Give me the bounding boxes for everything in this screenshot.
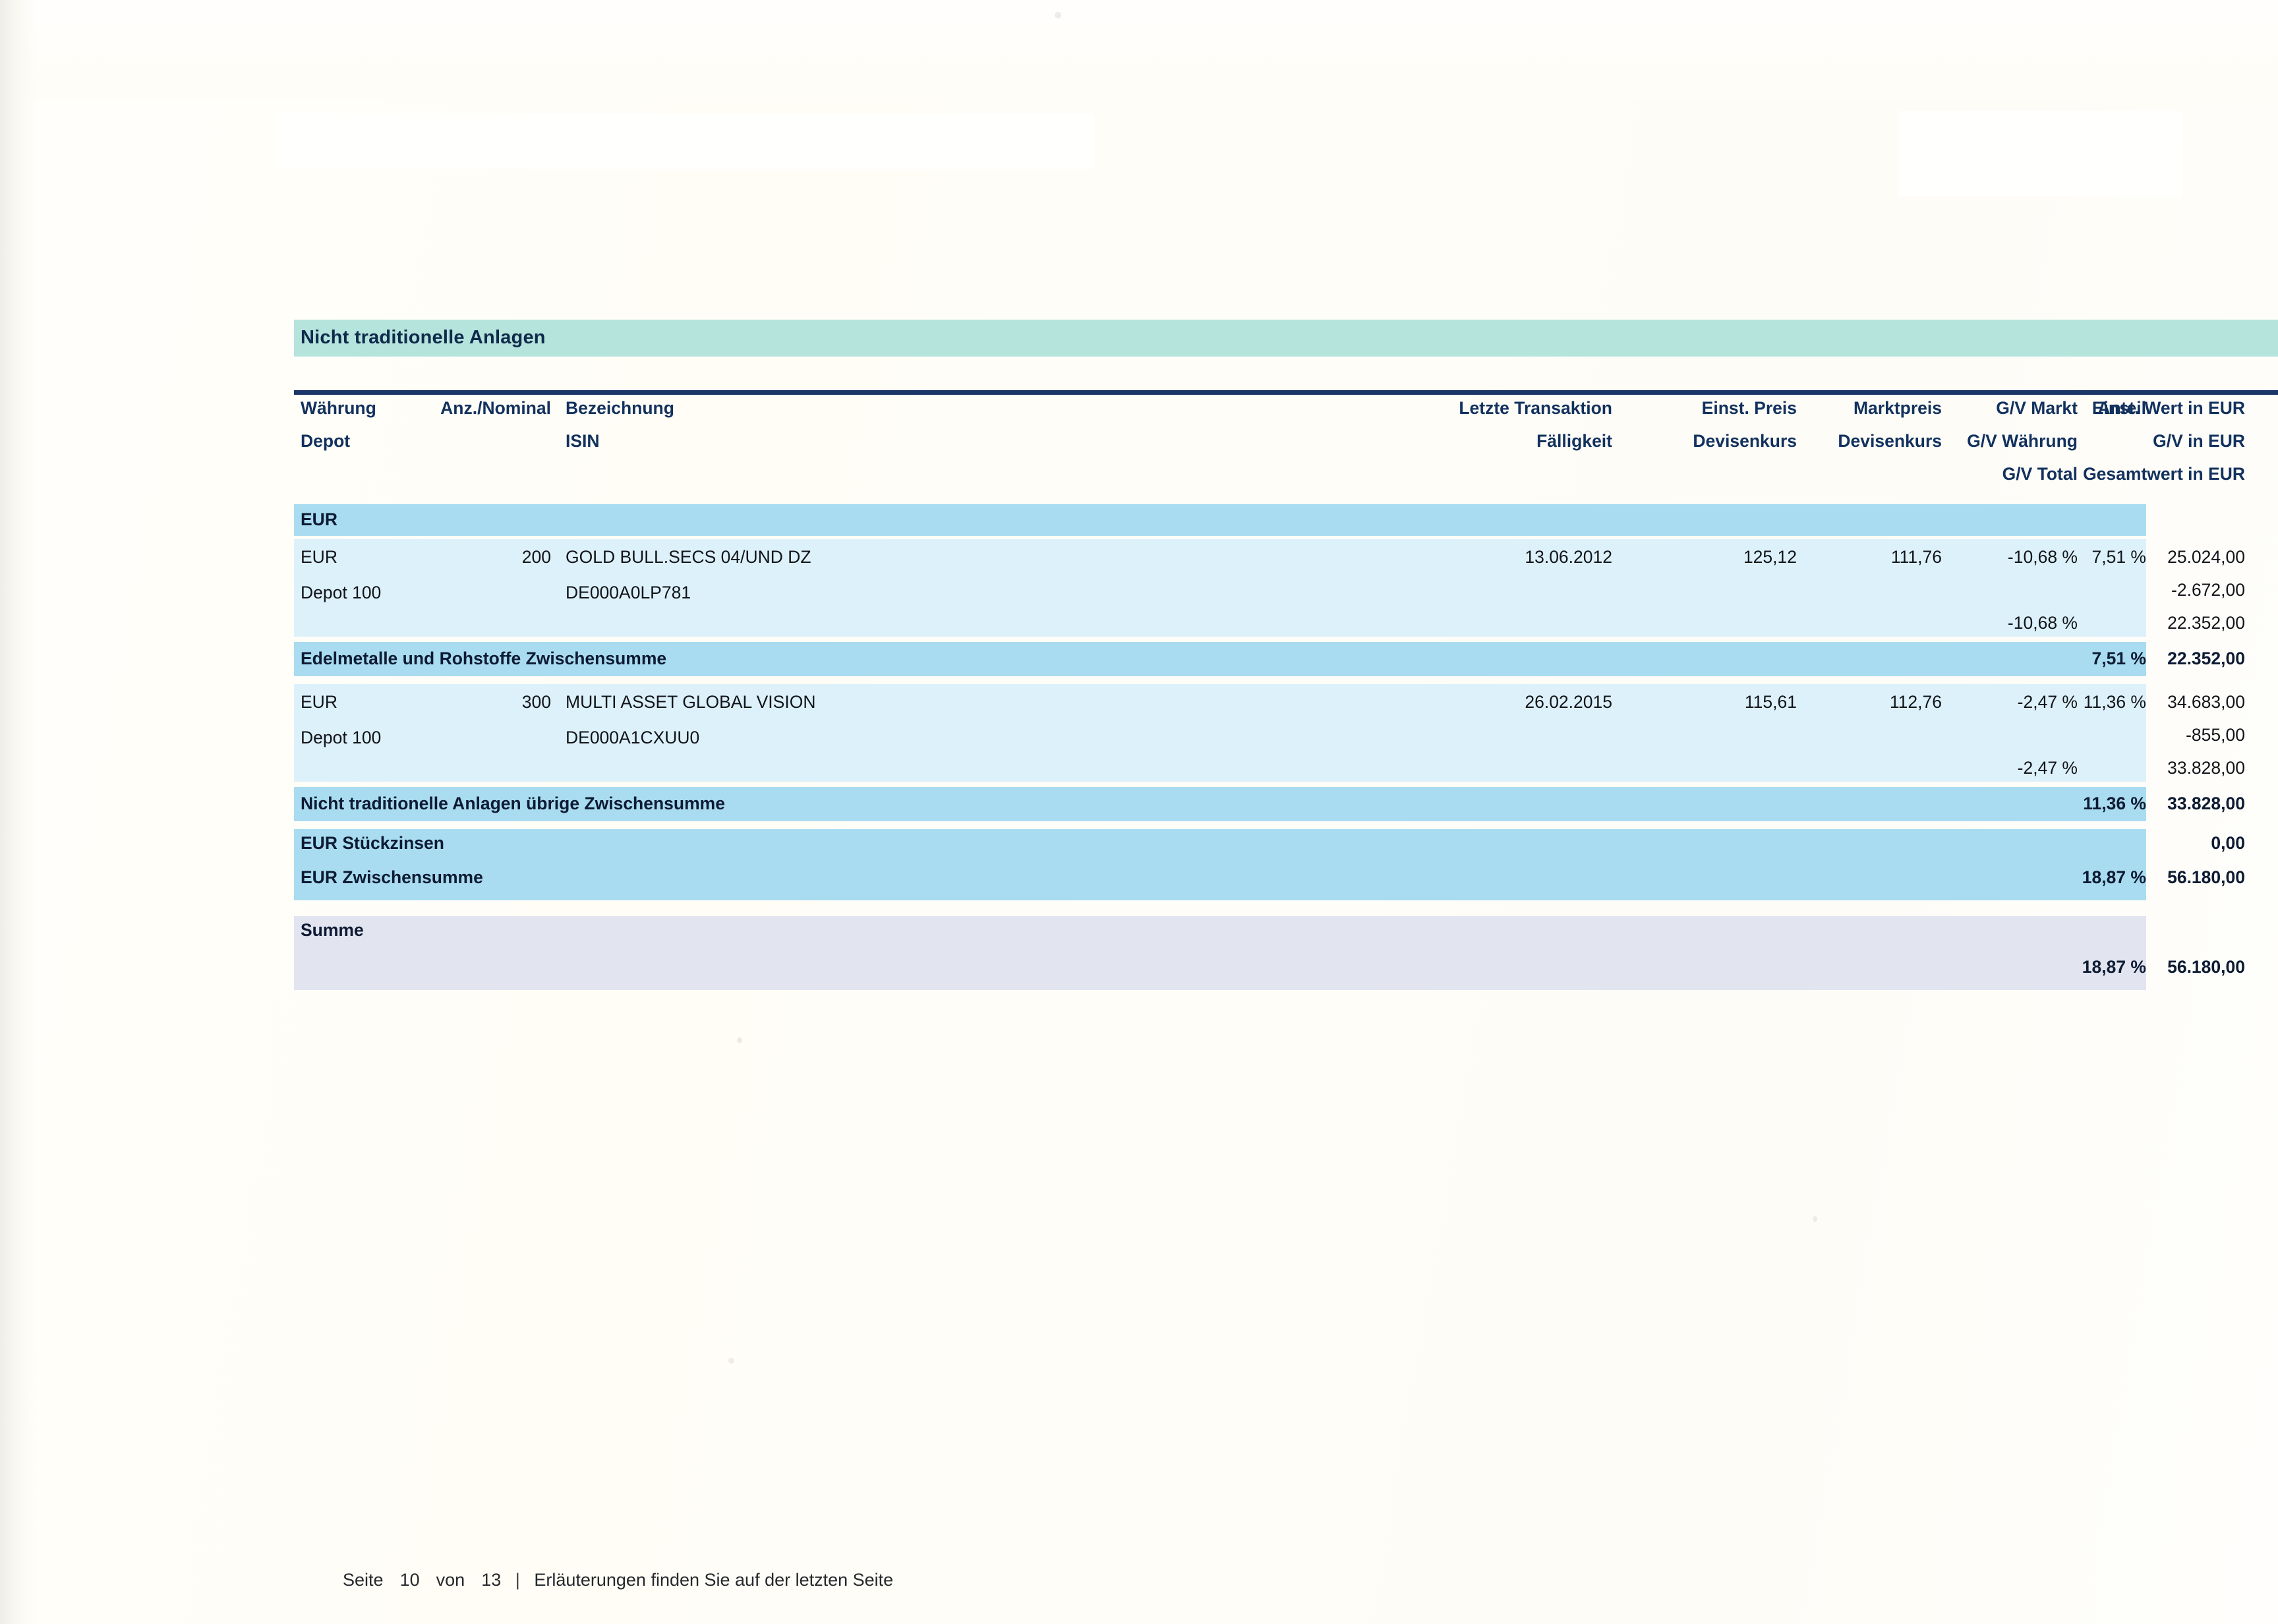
header-gv-eur: G/V in EUR: [2153, 431, 2245, 451]
header-waehrung: Währung: [301, 398, 376, 418]
header-gv-total: G/V Total: [2002, 464, 2078, 484]
currency-subtotal-value: 56.180,00: [2167, 867, 2245, 887]
scan-speck: [737, 1037, 742, 1043]
currency-subtotal-share: 18,87 %: [2082, 867, 2146, 887]
header-faelligkeit: Fälligkeit: [1536, 431, 1612, 451]
position-last-transaction: 26.02.2015: [1525, 692, 1612, 712]
section-title: Nicht traditionelle Anlagen: [301, 327, 546, 348]
position-quantity: 200: [521, 547, 551, 567]
header-gv-waehrung: G/V Währung: [1967, 431, 2078, 451]
position-last-transaction: 13.06.2012: [1525, 547, 1612, 567]
subtotal-value: 22.352,00: [2167, 649, 2245, 668]
header-isin: ISIN: [566, 431, 600, 451]
position-share: 7,51 %: [2091, 547, 2146, 567]
table-column-headers: Währung Depot Anz./Nominal Bezeichnung I…: [294, 398, 2245, 484]
position-isin: DE000A1CXUU0: [566, 728, 700, 747]
scan-artifact-patch: [1898, 111, 2182, 196]
position-purchase-price: 125,12: [1743, 547, 1797, 567]
position-share: 11,36 %: [2083, 692, 2146, 712]
header-anzahl-nominal: Anz./Nominal: [440, 398, 551, 418]
position-name: MULTI ASSET GLOBAL VISION: [566, 692, 816, 712]
position-gv-market: -10,68 %: [2007, 547, 2078, 567]
currency-group-label: EUR: [301, 509, 337, 529]
footer-note: Erläuterungen finden Sie auf der letzten…: [534, 1570, 894, 1590]
scan-speck: [1813, 1216, 1817, 1222]
position-gv-total: -10,68 %: [2007, 613, 2078, 633]
section-header-band: [294, 320, 2278, 357]
scan-top-band: [0, 0, 2278, 99]
footer-page-label: Seite: [343, 1570, 384, 1590]
header-marktpreis: Marktpreis: [1853, 398, 1942, 418]
position-gv-total: -2,47 %: [2017, 758, 2078, 778]
position-depot: Depot 100: [301, 728, 382, 747]
header-bezeichnung: Bezeichnung: [566, 398, 674, 418]
position-total-value-eur: 22.352,00: [2167, 613, 2245, 633]
position-quantity: 300: [521, 692, 551, 712]
table-row[interactable]: EUR Depot 100 200 GOLD BULL.SECS 04/UND …: [294, 539, 2245, 637]
accrued-interest-label: EUR Stückzinsen: [301, 833, 444, 853]
subtotal-value: 33.828,00: [2167, 794, 2245, 813]
position-gv-eur: -855,00: [2186, 725, 2245, 745]
footer-page-total: 13: [481, 1570, 502, 1590]
position-market-price: 111,76: [1890, 547, 1942, 567]
header-gv-markt: G/V Markt: [1996, 398, 2078, 418]
position-currency: EUR: [301, 692, 337, 712]
currency-group-row: EUR: [294, 504, 2146, 536]
header-einstandswert-eur: Einst. Wert in EUR: [2091, 398, 2245, 418]
grand-total-label: Summe: [301, 920, 364, 940]
position-gv-eur: -2.672,00: [2171, 580, 2245, 600]
header-devisenkurs-einstand: Devisenkurs: [1693, 431, 1797, 451]
header-letzte-transaktion: Letzte Transaktion: [1459, 398, 1612, 418]
subtotal-share: 7,51 %: [2091, 649, 2146, 668]
table-header-rule: [294, 390, 2278, 395]
grand-total-row: Summe 56.180,00 18,87 %: [294, 916, 2245, 990]
subtotal-label: Nicht traditionelle Anlagen übrige Zwisc…: [301, 794, 725, 813]
footer-separator: |: [515, 1570, 520, 1590]
position-currency: EUR: [301, 547, 337, 567]
table-row[interactable]: EUR Depot 100 300 MULTI ASSET GLOBAL VIS…: [294, 684, 2245, 782]
header-anteil: Anteil: [2097, 398, 2146, 418]
page-footer: Seite 10 von 13 | Erläuterungen finden S…: [343, 1570, 893, 1590]
grand-total-value: 56.180,00: [2167, 957, 2245, 977]
accrued-interest-value: 0,00: [2211, 833, 2245, 853]
position-depot: Depot 100: [301, 583, 382, 602]
position-purchase-price: 115,61: [1744, 692, 1797, 712]
footer-page-number: 10: [399, 1570, 420, 1590]
header-devisenkurs-markt: Devisenkurs: [1838, 431, 1942, 451]
header-einstandspreis: Einst. Preis: [1701, 398, 1797, 418]
grand-total-share: 18,87 %: [2082, 957, 2146, 977]
subtotal-row: Nicht traditionelle Anlagen übrige Zwisc…: [294, 787, 2245, 821]
scan-artifact-patch: [277, 113, 1094, 169]
footer-of-label: von: [436, 1570, 465, 1590]
position-total-value-eur: 33.828,00: [2167, 758, 2245, 778]
scan-left-edge-shadow: [0, 0, 36, 1624]
position-market-price: 112,76: [1889, 692, 1942, 712]
position-purchase-value-eur: 25.024,00: [2167, 547, 2245, 567]
header-depot: Depot: [301, 431, 351, 451]
position-gv-market: -2,47 %: [2017, 692, 2078, 712]
scan-speck: [728, 1358, 734, 1364]
subtotal-share: 11,36 %: [2083, 794, 2146, 813]
currency-summary-block: EUR Stückzinsen 0,00 EUR Zwischensumme 5…: [294, 829, 2245, 900]
position-isin: DE000A0LP781: [566, 583, 691, 602]
subtotal-label: Edelmetalle und Rohstoffe Zwischensumme: [301, 649, 667, 668]
position-purchase-value-eur: 34.683,00: [2167, 692, 2245, 712]
subtotal-row: Edelmetalle und Rohstoffe Zwischensumme …: [294, 642, 2245, 676]
position-name: GOLD BULL.SECS 04/UND DZ: [566, 547, 811, 567]
currency-subtotal-label: EUR Zwischensumme: [301, 867, 483, 887]
header-gesamtwert-eur: Gesamtwert in EUR: [2083, 464, 2245, 484]
scan-speck: [1055, 12, 1061, 18]
